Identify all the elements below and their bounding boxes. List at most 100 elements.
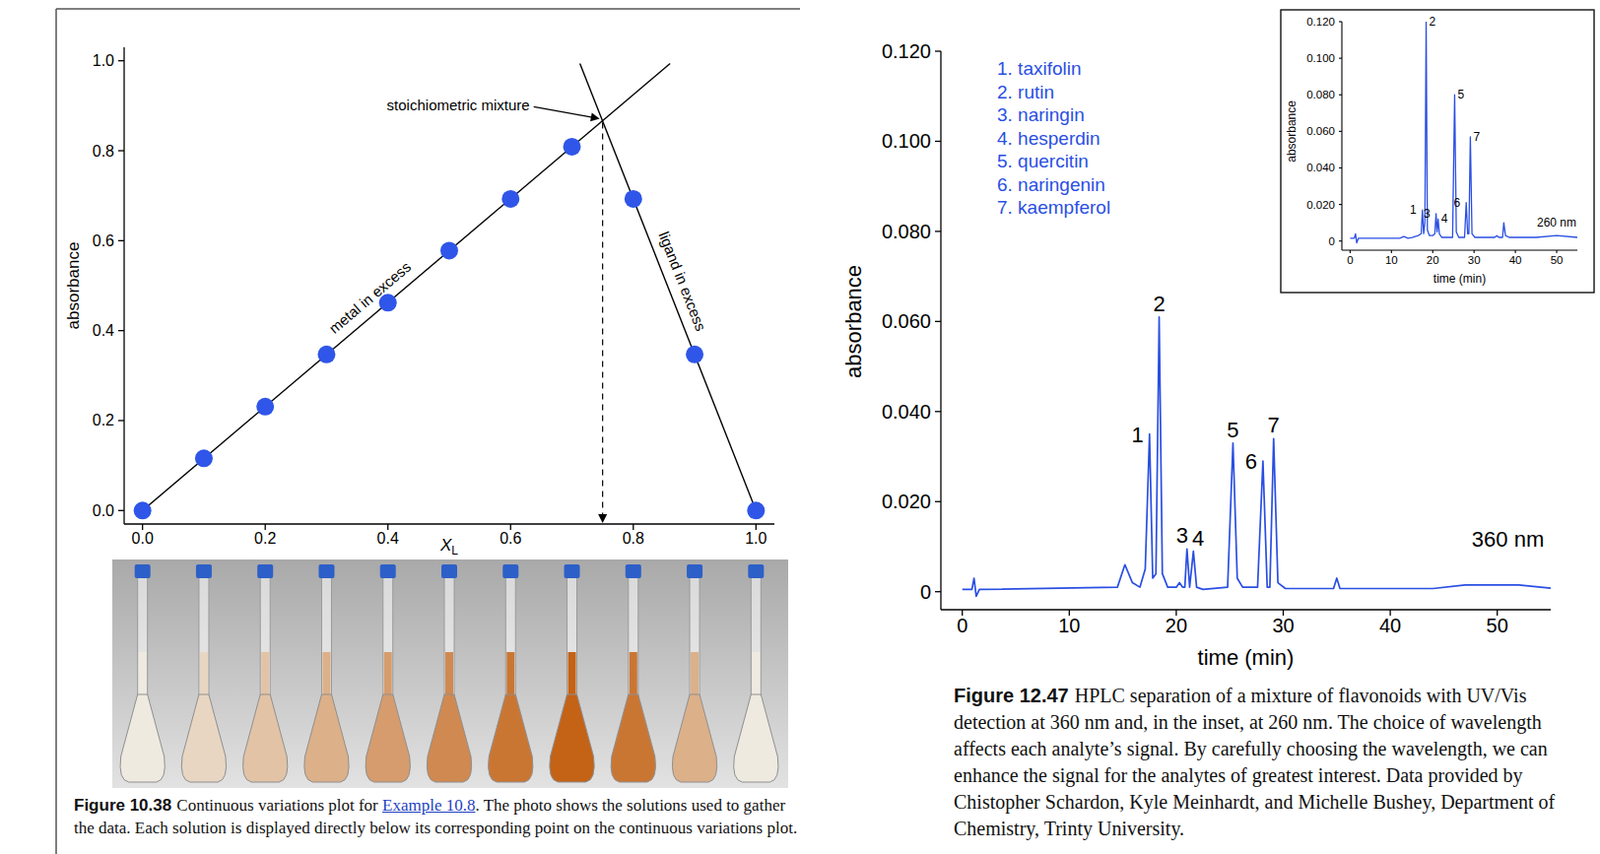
inset-frame bbox=[1280, 9, 1595, 293]
x-tick-label: 1.0 bbox=[744, 530, 767, 547]
flask-body bbox=[365, 694, 410, 783]
labels: 1234567260 nm bbox=[1409, 14, 1577, 230]
flask-neck-liquid bbox=[261, 652, 269, 696]
flask-body bbox=[120, 694, 165, 783]
peak-label: 5 bbox=[1226, 417, 1239, 443]
flask-neck bbox=[750, 577, 761, 696]
y-tick bbox=[118, 510, 125, 512]
line-label: metal in excess bbox=[325, 258, 414, 337]
flask bbox=[181, 564, 226, 783]
compound-key-entry: 3. naringin bbox=[997, 104, 1085, 126]
x-tick-label: 0.6 bbox=[499, 530, 522, 547]
caption-link[interactable]: Example 10.8 bbox=[382, 796, 475, 815]
y-axis-line bbox=[123, 47, 125, 525]
annotation-arrow bbox=[533, 106, 595, 118]
y-tick bbox=[934, 410, 941, 412]
x-tick bbox=[265, 524, 267, 531]
flask-body bbox=[733, 694, 779, 783]
y-tick bbox=[934, 230, 941, 232]
data-point bbox=[624, 190, 643, 208]
x-tick-label: 10 bbox=[1385, 254, 1399, 267]
flask bbox=[671, 564, 717, 783]
page-frame-top bbox=[56, 7, 800, 10]
fit-line bbox=[142, 63, 670, 511]
wavelength-label: 360 nm bbox=[1471, 527, 1544, 552]
y-tick-label: 0.2 bbox=[92, 411, 115, 429]
flask-cap bbox=[564, 564, 581, 579]
flask-neck bbox=[321, 577, 332, 696]
y-tick-label: 1.0 bbox=[92, 52, 115, 69]
data-point bbox=[440, 241, 459, 260]
y-tick-label: 0.120 bbox=[1306, 15, 1335, 28]
compound-key-entry: 7. kaempferol bbox=[997, 197, 1111, 218]
flask-body bbox=[671, 694, 717, 783]
y-tick bbox=[1338, 58, 1342, 60]
figure-number: Figure 12.47 bbox=[953, 684, 1069, 707]
flask-neck-liquid bbox=[322, 652, 331, 696]
x-tick-label: 30 bbox=[1271, 614, 1294, 637]
flask bbox=[549, 564, 595, 783]
peak-label: 6 bbox=[1454, 196, 1462, 210]
y-axis-title: absorbance bbox=[64, 242, 83, 331]
x-tick bbox=[632, 524, 634, 531]
flask-neck bbox=[505, 577, 516, 696]
peak-label: 4 bbox=[1192, 526, 1204, 551]
page: {"chart_data": [ {"type": "scatter", "xl… bbox=[0, 0, 1600, 854]
data-point bbox=[133, 501, 152, 520]
flask-body bbox=[181, 694, 226, 783]
plot-data bbox=[1349, 21, 1578, 244]
x-tick-label: 30 bbox=[1467, 254, 1481, 267]
x-tick-label: 40 bbox=[1379, 614, 1401, 637]
flask-neck-liquid bbox=[568, 652, 577, 696]
x-tick bbox=[387, 524, 389, 531]
flask-cap bbox=[502, 564, 519, 579]
flask-body bbox=[426, 694, 471, 783]
annotation-arrow-head bbox=[590, 112, 600, 122]
x-tick bbox=[1555, 250, 1557, 254]
x-tick-label: 20 bbox=[1165, 614, 1188, 637]
compound-key-entry: 1. taxifolin bbox=[997, 58, 1082, 79]
y-tick-label: 0.040 bbox=[1306, 161, 1335, 174]
y-tick-label: 0.020 bbox=[1306, 199, 1335, 211]
flask-neck-liquid bbox=[690, 652, 699, 696]
compound-key-entry: 4. hesperdin bbox=[997, 128, 1101, 149]
x-axis-line bbox=[124, 523, 775, 525]
flask-neck bbox=[137, 577, 148, 696]
stoichiometric-dashed-line bbox=[601, 122, 603, 516]
x-tick bbox=[141, 524, 143, 531]
y-tick-label: 0.060 bbox=[881, 310, 932, 333]
flask bbox=[488, 564, 534, 783]
peak-label: 3 bbox=[1423, 206, 1431, 221]
data-point bbox=[317, 345, 335, 364]
annotation: stoichiometric mixture bbox=[387, 96, 531, 114]
y-tick-label: 0 bbox=[920, 581, 932, 603]
y-tick bbox=[1338, 94, 1342, 96]
flask bbox=[426, 564, 471, 783]
x-tick-label: 50 bbox=[1486, 614, 1509, 637]
flask-neck-liquid bbox=[384, 652, 393, 696]
flask-neck-liquid bbox=[751, 652, 760, 696]
flask-cap bbox=[257, 564, 273, 579]
y-tick bbox=[118, 330, 125, 332]
y-tick-label: 0 bbox=[1329, 235, 1335, 248]
y-tick-label: 0.040 bbox=[881, 400, 932, 423]
y-tick bbox=[934, 321, 941, 323]
flask-neck bbox=[689, 577, 700, 696]
x-axis-line bbox=[940, 608, 1551, 610]
compound-key-entry: 2. rutin bbox=[997, 81, 1055, 103]
data-point bbox=[746, 501, 765, 520]
y-tick bbox=[934, 140, 941, 142]
fit-line bbox=[580, 63, 757, 511]
y-axis-title: absorbance bbox=[841, 265, 867, 379]
plot-data bbox=[133, 63, 766, 520]
flask-body bbox=[488, 694, 534, 783]
y-axis-line bbox=[1340, 21, 1342, 251]
flask bbox=[243, 564, 288, 783]
y-tick bbox=[118, 149, 125, 151]
y-tick bbox=[118, 419, 125, 421]
x-tick-label: 0.0 bbox=[132, 530, 154, 547]
x-tick bbox=[510, 524, 512, 531]
y-tick bbox=[118, 240, 125, 242]
y-tick-label: 0.0 bbox=[92, 502, 115, 520]
flask-neck bbox=[567, 577, 578, 696]
